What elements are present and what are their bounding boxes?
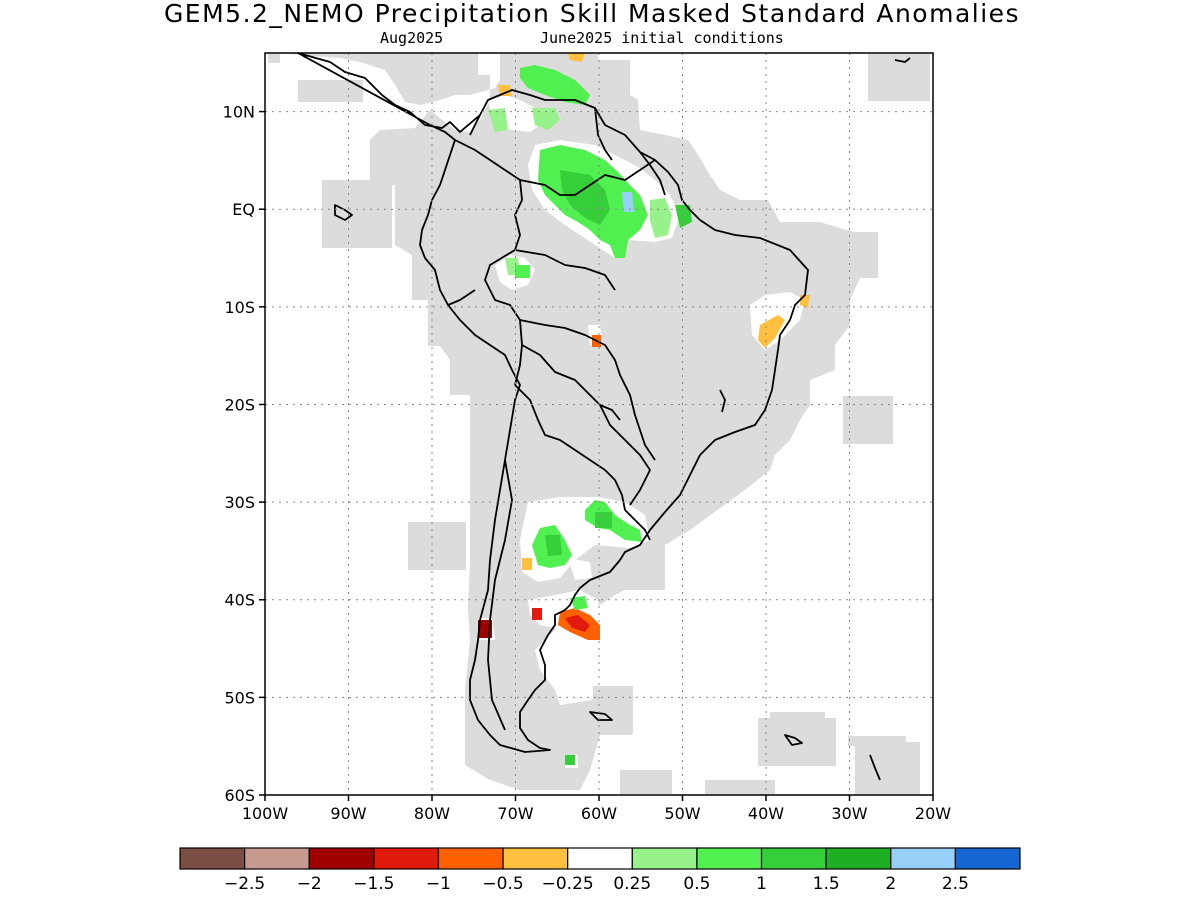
colorbar-label: 2 <box>885 874 896 894</box>
colorbar-label: −2 <box>297 874 322 894</box>
longitude-labels: 100W 90W 80W 70W 60W 50W 40W 30W 20W <box>242 795 951 823</box>
anomaly-region-guiana-blue <box>622 192 634 212</box>
lon-label: 30W <box>831 804 867 823</box>
lon-label: 20W <box>915 804 951 823</box>
colorbar-label: 2.5 <box>942 874 969 894</box>
anomaly-fields <box>478 53 810 765</box>
anomaly-region-northeast-brazil <box>758 315 785 348</box>
anomaly-region-venezuela-dark <box>560 170 610 225</box>
anomaly-region-amapa <box>650 198 672 238</box>
colorbar-swatch <box>760 847 827 870</box>
lon-label: 100W <box>242 804 289 823</box>
skill-mask <box>268 53 930 795</box>
anomaly-region-caribbean-orange <box>568 53 585 62</box>
lon-label: 40W <box>748 804 784 823</box>
colorbar-label: −0.5 <box>482 874 523 894</box>
colorbar-label: 1 <box>756 874 767 894</box>
anomaly-region-peru-green2 <box>515 265 530 278</box>
graticule <box>265 53 933 795</box>
anomaly-region-uruguay-south-brazil <box>585 500 642 542</box>
colorbar-label: −1 <box>426 874 451 894</box>
lon-label: 60W <box>581 804 617 823</box>
target-month: Aug2025 <box>380 29 444 47</box>
lon-label: 90W <box>330 804 366 823</box>
map-title: GEM5.2_NEMO Precipitation Skill Masked S… <box>163 0 1021 28</box>
lat-label: 10N <box>223 103 255 122</box>
lon-label: 50W <box>664 804 700 823</box>
colorbar-swatch <box>567 847 633 870</box>
colorbar: −2.5 −2 −1.5 −1 −0.5 −0.25 0.25 0.5 1 1.5 2 2.5 <box>179 847 1021 894</box>
initial-conditions: June2025 initial conditions <box>540 29 784 47</box>
colorbar-swatch <box>825 847 892 870</box>
colorbar-label: −2.5 <box>224 874 265 894</box>
anomaly-region-argentina-central-dark <box>545 535 562 556</box>
lat-label: 40S <box>224 591 255 610</box>
colorbar-swatch <box>179 847 246 870</box>
colorbar-swatch <box>954 847 1021 870</box>
colorbar-label: −0.25 <box>542 874 594 894</box>
colorbar-label: 1.5 <box>813 874 840 894</box>
lat-label: 10S <box>224 298 255 317</box>
lat-label: EQ <box>232 200 255 219</box>
colorbar-swatch <box>696 847 763 870</box>
colorbar-swatch <box>502 847 569 870</box>
lat-label: 30S <box>224 493 255 512</box>
colorbar-swatch <box>244 847 310 870</box>
colorbar-label: 0.25 <box>613 874 651 894</box>
anomaly-region-caribbean-coast <box>520 65 590 105</box>
anomaly-region-uruguay-dark <box>595 512 612 528</box>
lat-label: 50S <box>224 688 255 707</box>
colorbar-swatch <box>373 847 440 870</box>
colorbar-swatch <box>308 847 375 870</box>
anomaly-region-amapa-dark <box>675 205 692 228</box>
colorbar-swatch <box>437 847 504 870</box>
lat-label: 60S <box>224 786 255 805</box>
lon-label: 80W <box>414 804 450 823</box>
lon-label: 70W <box>497 804 533 823</box>
anomaly-region-mendoza <box>522 558 532 570</box>
anomaly-region-colombia-orange <box>498 85 512 96</box>
latitude-labels: 10N EQ 10S 20S 30S 40S 50S 60S <box>223 103 265 805</box>
colorbar-swatch <box>631 847 698 870</box>
anomaly-region-caribbean-light <box>532 108 560 130</box>
colorbar-swatch <box>890 847 956 870</box>
anomaly-region-patagonia-coast-red <box>565 615 590 632</box>
colorbar-label: −1.5 <box>353 874 394 894</box>
anomaly-region-falklands-green <box>565 755 575 765</box>
anomaly-region-patagonia-north <box>532 608 542 620</box>
anomaly-region-lake-maracaibo <box>488 108 508 132</box>
lat-label: 20S <box>224 395 255 414</box>
colorbar-label: 0.5 <box>683 874 710 894</box>
